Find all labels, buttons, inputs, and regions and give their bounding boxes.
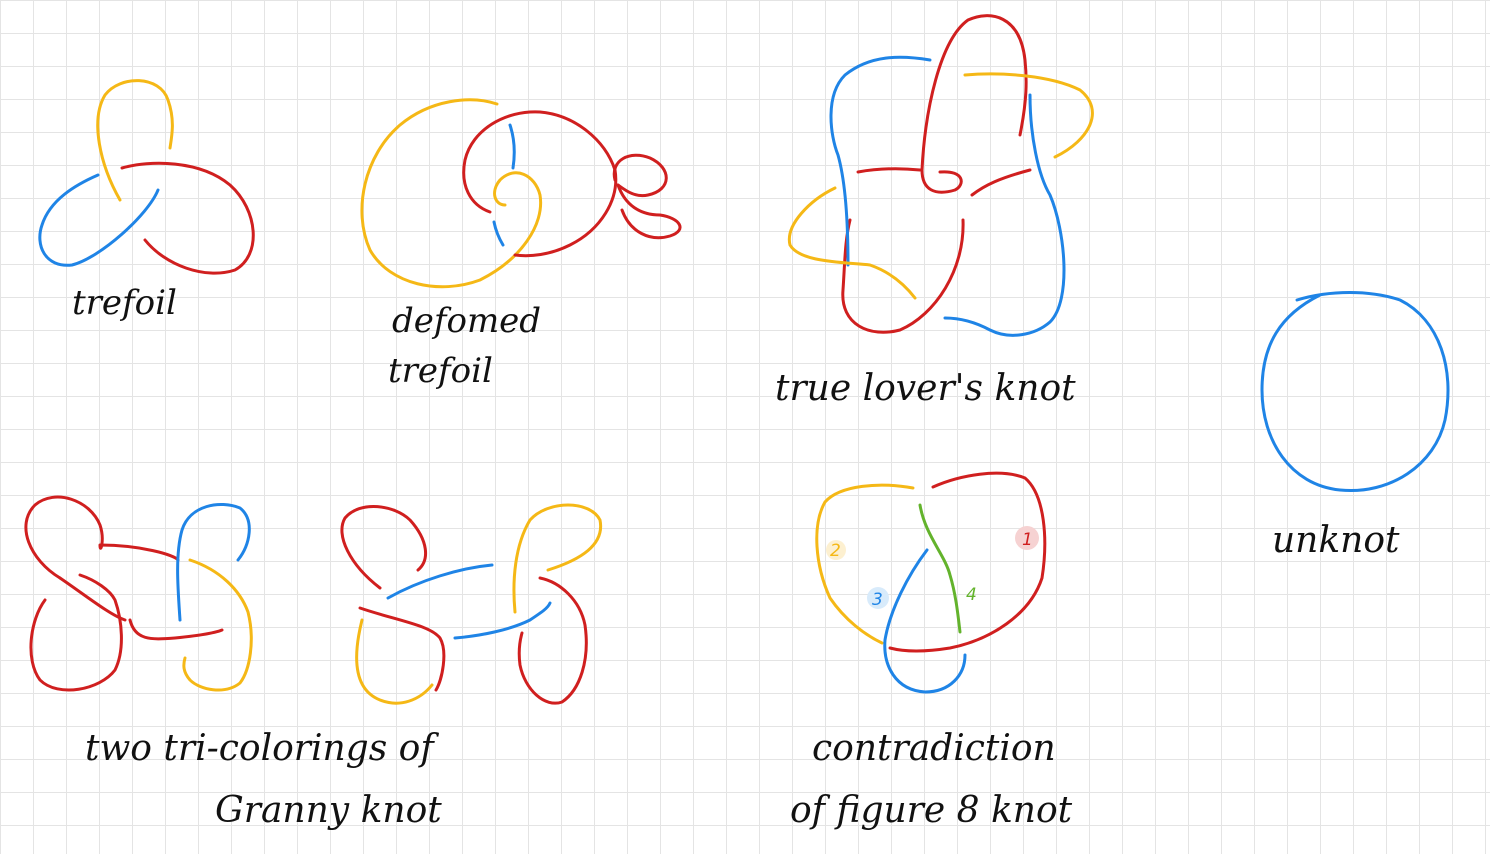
granny2-yellow-strand	[355, 503, 603, 705]
granny1-yellow-strand	[182, 558, 253, 692]
unknot-blue-loop	[1260, 291, 1450, 493]
figure8-label-line1: contradiction	[812, 728, 1056, 769]
deformed-trefoil-label-line2: trefoil	[388, 351, 493, 391]
granny-label-line2: Granny knot	[215, 790, 442, 831]
true-lovers-yellow-strand	[787, 72, 1094, 300]
unknot-label: unknot	[1272, 520, 1400, 561]
unknot-diagram: unknot	[1260, 291, 1450, 561]
figure8-number-1: 1	[1022, 530, 1033, 550]
granny1-blue-strand	[176, 503, 251, 622]
granny2-red-right-loop	[517, 576, 588, 705]
deformed-trefoil-red-curl	[612, 153, 682, 240]
figure-8-diagram: 1 2 3 4 contradiction of figure 8 knot	[790, 471, 1073, 831]
figure8-label-line2: of figure 8 knot	[790, 790, 1073, 831]
true-lovers-blue-strand	[829, 55, 1066, 337]
trefoil-red-strand	[120, 161, 255, 275]
true-lovers-knot-diagram: true lover's knot	[775, 14, 1094, 409]
figure8-green-strand	[918, 503, 962, 634]
figure8-number-4: 4	[966, 585, 977, 605]
granny-knot-coloring-1	[24, 495, 253, 692]
figure8-number-2: 2	[830, 541, 841, 561]
granny2-red-left-loop	[340, 504, 446, 692]
deformed-trefoil-blue-strand	[492, 123, 516, 247]
granny1-red-cross	[58, 576, 127, 622]
true-lovers-red-inner	[920, 168, 963, 194]
deformed-trefoil-diagram: defomed trefoil	[360, 98, 682, 391]
granny-knot-coloring-2: two tri-colorings of Granny knot	[85, 503, 603, 831]
true-lovers-knot-label: true lover's knot	[775, 368, 1076, 409]
granny1-red-left-loop	[24, 495, 224, 692]
true-lovers-red-strand	[841, 14, 1032, 334]
deformed-trefoil-red-loop	[462, 110, 618, 258]
deformed-trefoil-yellow-loop	[360, 98, 543, 289]
figure8-blue-strand	[883, 548, 967, 694]
granny2-blue-strand	[386, 563, 552, 640]
figure8-label-1-badge	[1015, 526, 1039, 550]
trefoil-label: trefoil	[72, 283, 177, 323]
figure8-label-3-badge	[867, 587, 889, 609]
figure8-number-3: 3	[872, 590, 883, 610]
trefoil-blue-strand	[38, 173, 160, 267]
trefoil-diagram: trefoil	[38, 79, 255, 323]
trefoil-yellow-strand	[96, 79, 174, 202]
granny-label-line1: two tri-colorings of	[85, 728, 439, 769]
figure8-yellow-strand	[815, 483, 915, 645]
figure8-label-2-badge	[826, 540, 846, 560]
figure8-red-strand	[888, 471, 1047, 653]
deformed-trefoil-label-line1: defomed	[392, 301, 541, 341]
